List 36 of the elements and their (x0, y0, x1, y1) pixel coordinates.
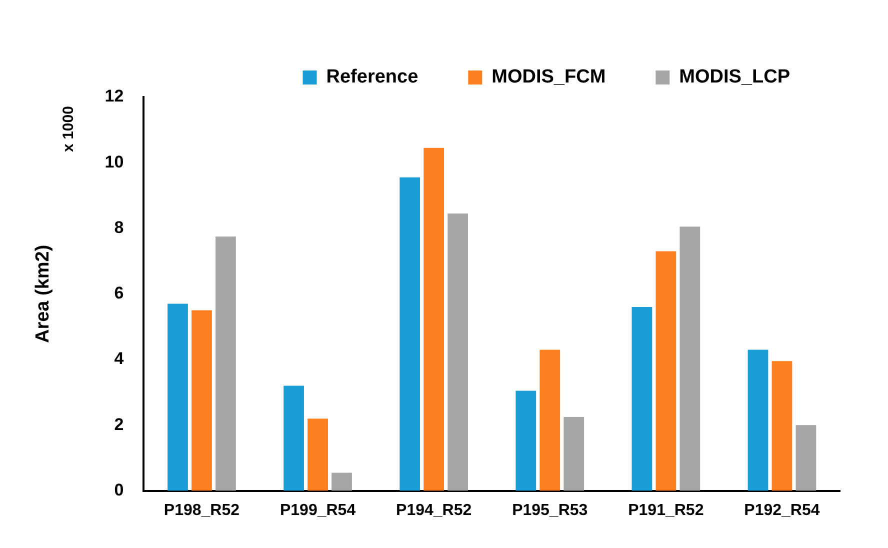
bar (680, 226, 700, 491)
y-tick-label: 4 (114, 349, 124, 368)
bar (192, 310, 212, 491)
legend-label: MODIS_LCP (679, 66, 790, 88)
y-tick-label: 2 (114, 414, 124, 434)
bar (632, 307, 652, 491)
bar (168, 304, 188, 491)
bar (516, 390, 536, 491)
x-tick-label: P198_R52 (164, 502, 240, 519)
x-tick-label: P195_R53 (512, 502, 588, 519)
y-axis-title: Area (km2) (32, 244, 54, 344)
bar (448, 214, 468, 491)
x-tick-label: P191_R52 (628, 502, 704, 519)
x-tick-label: P199_R54 (280, 502, 356, 519)
bar (284, 386, 304, 491)
bar (540, 350, 560, 491)
x-tick-label: P194_R52 (396, 502, 472, 519)
text: x 1000 (60, 106, 77, 152)
bar (424, 148, 444, 491)
y-tick-label: 6 (114, 284, 124, 303)
bar (564, 416, 584, 491)
bar (400, 177, 420, 491)
legend-label: MODIS_FCM (492, 66, 606, 88)
y-tick-label: 8 (114, 218, 124, 237)
y-tick-label: 10 (104, 152, 124, 172)
bar (332, 472, 352, 491)
bar (216, 236, 236, 491)
bar (748, 350, 768, 491)
y-tick-label: 12 (104, 86, 124, 106)
bar (796, 425, 816, 491)
legend-label: Reference (326, 66, 418, 88)
bar (772, 361, 792, 491)
bar (308, 418, 328, 491)
y-tick-label: 0 (114, 480, 124, 500)
bar (656, 251, 676, 491)
x-tick-label: P192_R54 (744, 502, 820, 519)
